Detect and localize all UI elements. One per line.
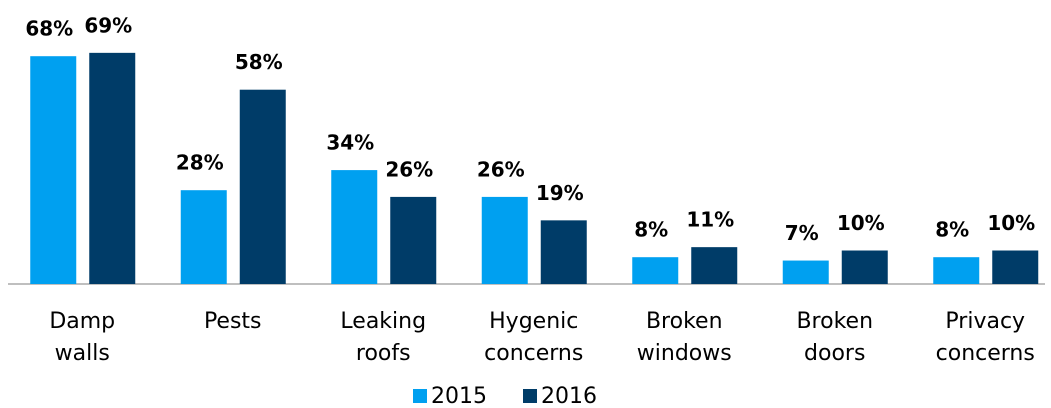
bar	[841, 250, 888, 284]
value-label: 8%	[634, 218, 668, 242]
value-label: 28%	[176, 151, 224, 175]
value-label: 58%	[235, 50, 283, 74]
value-label: 68%	[25, 17, 73, 41]
legend-label: 2015	[431, 384, 487, 408]
x-tick-label: Leaking roofs	[340, 309, 426, 366]
x-tick-label: Broken doors	[796, 309, 873, 366]
bar	[481, 196, 528, 284]
legend-swatch	[523, 389, 537, 403]
value-label: 7%	[785, 221, 819, 245]
bar	[782, 260, 829, 284]
bar	[540, 220, 587, 284]
value-label: 19%	[536, 181, 584, 205]
legend-swatch	[413, 389, 427, 403]
x-tick-label: Broken windows	[637, 309, 732, 366]
value-label: 26%	[477, 157, 525, 181]
value-label: 10%	[987, 211, 1035, 235]
bar	[992, 250, 1039, 284]
value-label: 69%	[84, 13, 132, 37]
value-label: 26%	[385, 157, 433, 181]
bar	[632, 257, 679, 284]
bar	[239, 89, 286, 284]
bar	[180, 190, 227, 284]
x-tick-label: Hygenic concerns	[484, 309, 583, 366]
x-tick-label: Damp walls	[49, 309, 115, 366]
legend-label: 2016	[541, 384, 597, 408]
bar	[390, 196, 437, 284]
value-label: 34%	[326, 131, 374, 155]
bar	[933, 257, 980, 284]
bar	[331, 170, 378, 284]
value-label: 8%	[935, 218, 969, 242]
x-tick-label: Privacy concerns	[936, 309, 1035, 366]
value-label: 11%	[686, 208, 734, 232]
x-tick-label: Pests	[204, 309, 262, 334]
bar	[691, 247, 738, 284]
bar	[30, 56, 77, 285]
bar	[89, 52, 136, 284]
value-label: 10%	[837, 211, 885, 235]
